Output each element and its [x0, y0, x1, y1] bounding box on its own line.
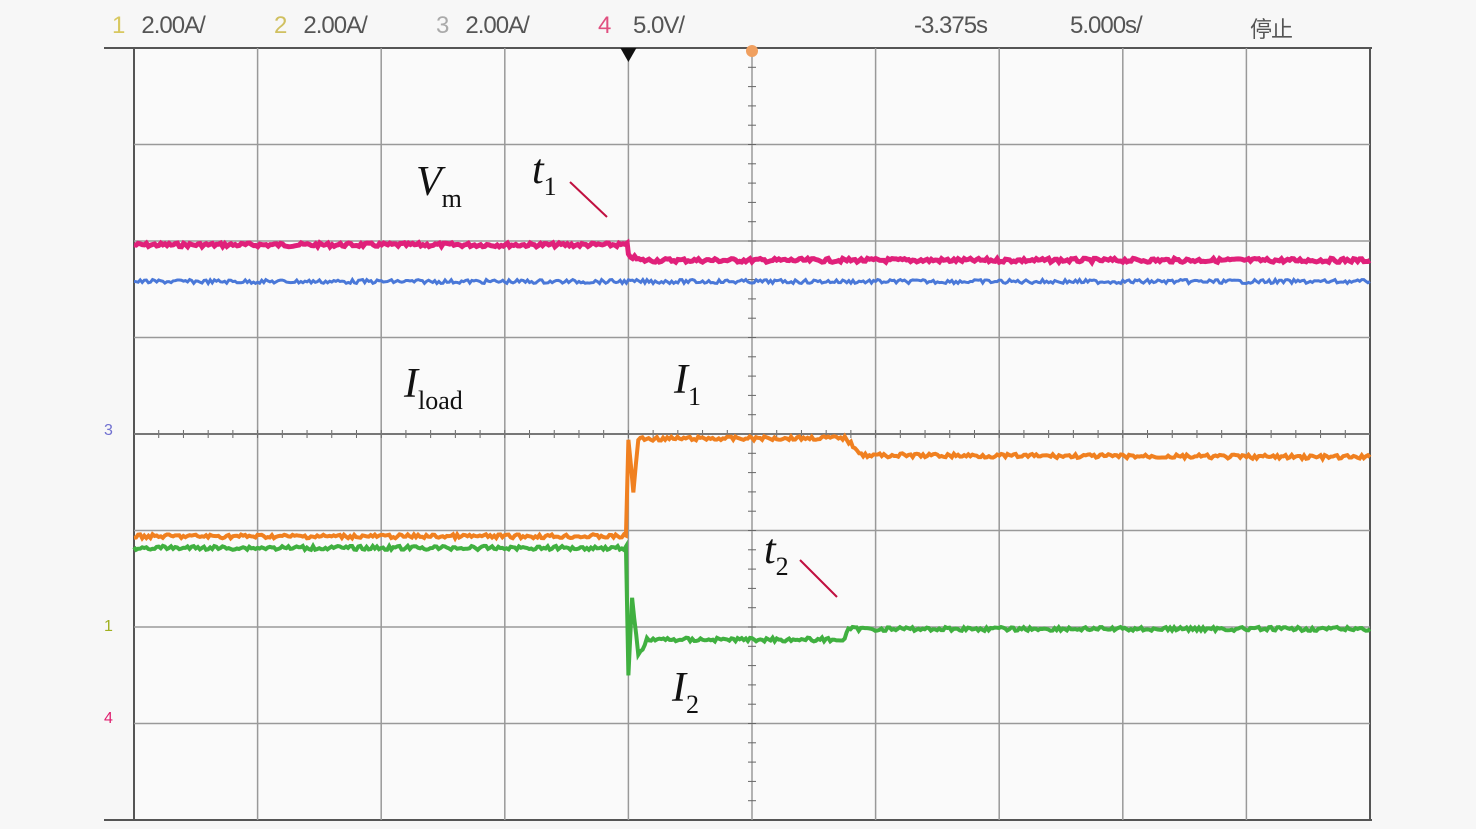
ch2-label: 2 2.00A/ — [274, 12, 368, 40]
ch1-scale: 2.00A/ — [141, 12, 205, 39]
annotation-t1: t1 — [532, 147, 557, 201]
ch2-scale: 2.00A/ — [303, 12, 367, 39]
timebase: 5.000s/ — [1070, 12, 1143, 39]
marker-ch4: 4 — [104, 710, 113, 727]
marker-ch12: 1 — [104, 618, 113, 635]
annotation-t2: t2 — [764, 527, 789, 581]
trigger-delay: -3.375s — [914, 12, 988, 39]
trace-ch3 — [133, 276, 1371, 287]
t2-pointer-line — [799, 559, 838, 598]
trace-i1 — [133, 432, 1372, 543]
ch4-number: 4 — [598, 12, 611, 39]
annotation-vm: Vm — [416, 159, 462, 213]
trace-i2 — [132, 539, 1372, 676]
annotation-i1: I1 — [674, 357, 701, 411]
annotation-iload: Iload — [404, 361, 463, 415]
ch3-scale: 2.00A/ — [465, 12, 529, 39]
t1-pointer-line — [569, 181, 608, 218]
ch1-number: 1 — [112, 12, 125, 39]
ch4-scale: 5.0V/ — [633, 12, 685, 39]
ch4-label: 4 5.0V/ — [598, 12, 685, 40]
annotation-i2: I2 — [672, 665, 699, 719]
trigger-marker-icon — [620, 48, 637, 62]
trace-vm — [133, 238, 1372, 268]
trigger-level-icon — [746, 45, 758, 57]
marker-ch3: 3 — [104, 422, 113, 439]
run-state: 停止 — [1250, 17, 1293, 42]
ch2-number: 2 — [274, 12, 287, 39]
ch3-label: 3 2.00A/ — [436, 12, 530, 40]
ch3-number: 3 — [436, 12, 449, 39]
ch1-label: 1 2.00A/ — [112, 12, 206, 40]
